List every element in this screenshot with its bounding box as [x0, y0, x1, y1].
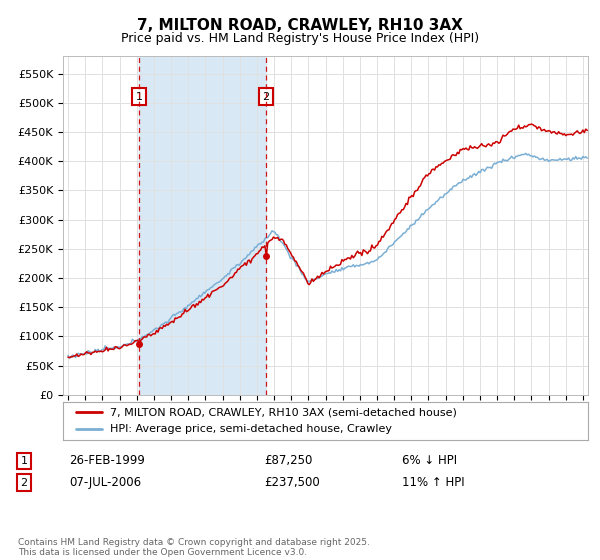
Text: 6% ↓ HPI: 6% ↓ HPI [402, 454, 457, 468]
Text: 2: 2 [20, 478, 28, 488]
Text: 07-JUL-2006: 07-JUL-2006 [69, 476, 141, 489]
Text: 7, MILTON ROAD, CRAWLEY, RH10 3AX (semi-detached house): 7, MILTON ROAD, CRAWLEY, RH10 3AX (semi-… [110, 407, 457, 417]
Text: 7, MILTON ROAD, CRAWLEY, RH10 3AX: 7, MILTON ROAD, CRAWLEY, RH10 3AX [137, 18, 463, 33]
Text: 11% ↑ HPI: 11% ↑ HPI [402, 476, 464, 489]
Text: 1: 1 [136, 92, 143, 102]
Text: 1: 1 [20, 456, 28, 466]
Text: Price paid vs. HM Land Registry's House Price Index (HPI): Price paid vs. HM Land Registry's House … [121, 32, 479, 45]
Text: HPI: Average price, semi-detached house, Crawley: HPI: Average price, semi-detached house,… [110, 424, 392, 434]
Text: 2: 2 [262, 92, 269, 102]
Text: £237,500: £237,500 [264, 476, 320, 489]
Text: £87,250: £87,250 [264, 454, 313, 468]
Text: 26-FEB-1999: 26-FEB-1999 [69, 454, 145, 468]
Text: Contains HM Land Registry data © Crown copyright and database right 2025.
This d: Contains HM Land Registry data © Crown c… [18, 538, 370, 557]
Bar [139, 56, 266, 395]
